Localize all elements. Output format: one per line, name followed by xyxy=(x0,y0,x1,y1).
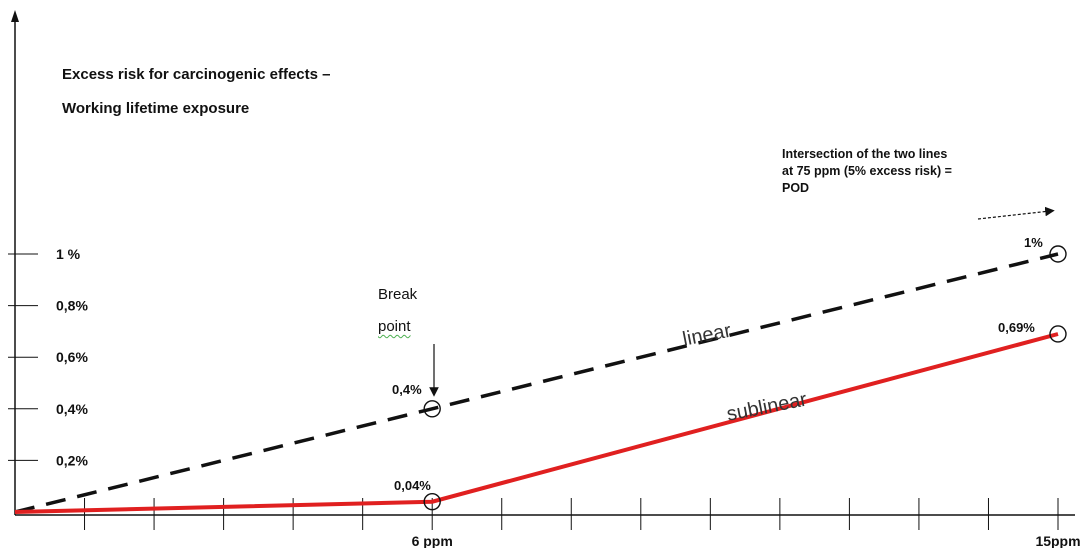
y-tick-label-0: 0,2% xyxy=(56,452,88,468)
intersection-note-line-2: at 75 ppm (5% excess risk) = xyxy=(782,164,952,178)
y-axis-arrow-icon xyxy=(11,10,19,22)
series-linear-line xyxy=(14,252,1059,514)
intersection-arrow xyxy=(977,206,1055,220)
break-point-label: Break point xyxy=(378,279,417,343)
x-tick-label-1: 15ppm xyxy=(1035,533,1080,548)
y-tick-label-1: 0,4% xyxy=(56,401,88,417)
point-label-1: 1% xyxy=(1024,235,1043,250)
point-marker-1 xyxy=(423,492,441,511)
intersection-note: Intersection of the two lines at 75 ppm … xyxy=(782,146,952,197)
intersection-note-line-3: POD xyxy=(782,181,810,195)
chart-title: Excess risk for carcinogenic effects – xyxy=(62,66,331,83)
x-tick-label-0: 6 ppm xyxy=(412,533,453,548)
series-sublinear-line xyxy=(14,332,1059,514)
chart-subtitle: Working lifetime exposure xyxy=(62,100,250,117)
point-marker-2 xyxy=(1049,245,1067,263)
x-axis-ticks: 6 ppm 15ppm xyxy=(84,498,1081,548)
point-label-0-4: 0,4% xyxy=(392,382,422,397)
break-point-label-line-1: Break xyxy=(378,286,418,303)
break-point-label-line-2: point xyxy=(378,318,411,335)
series-label-sublinear: sublinear xyxy=(725,389,809,426)
y-tick-label-3: 0,8% xyxy=(56,298,88,314)
point-marker-0 xyxy=(423,400,441,418)
y-axis-ticks: 0,2% 0,4% 0,6% 0,8% 1 % xyxy=(8,246,88,468)
point-label-0-69: 0,69% xyxy=(998,320,1035,335)
intersection-note-line-1: Intersection of the two lines xyxy=(782,147,948,161)
point-marker-3 xyxy=(1049,325,1067,343)
series-label-linear: linear xyxy=(681,320,734,351)
y-tick-label-2: 0,6% xyxy=(56,349,88,365)
y-tick-label-4: 1 % xyxy=(56,246,81,262)
point-label-0-04: 0,04% xyxy=(394,478,431,493)
point-markers xyxy=(423,245,1067,511)
